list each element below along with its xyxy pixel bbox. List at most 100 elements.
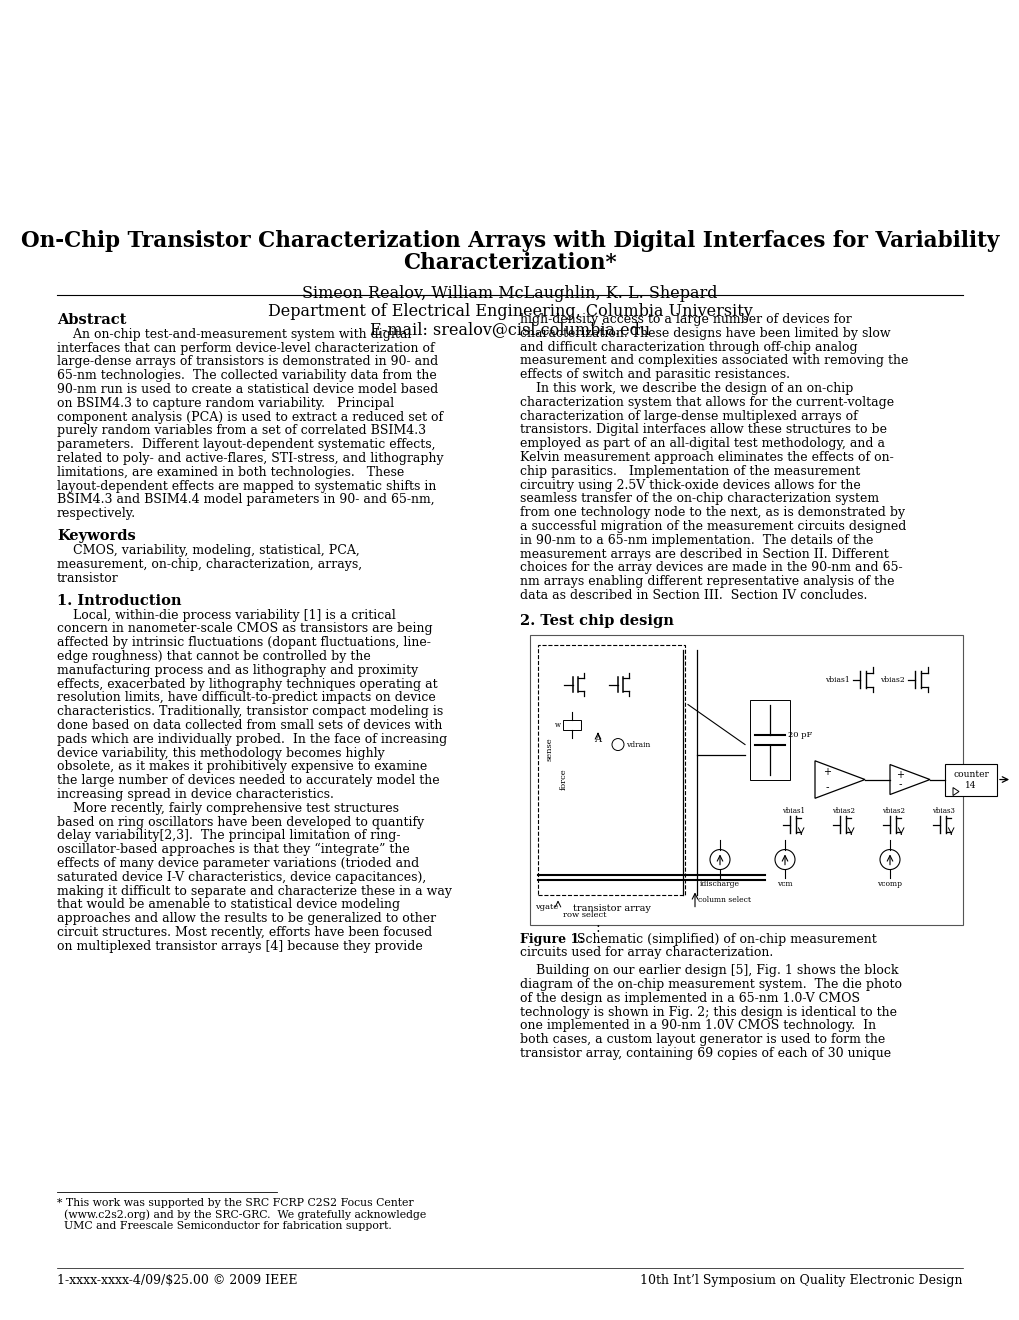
Text: interfaces that can perform device-level characterization of: interfaces that can perform device-level… [57, 342, 434, 355]
Text: concern in nanometer-scale CMOS as transistors are being: concern in nanometer-scale CMOS as trans… [57, 622, 432, 635]
Text: nm arrays enabling different representative analysis of the: nm arrays enabling different representat… [520, 576, 894, 589]
Text: Abstract: Abstract [57, 313, 126, 327]
Text: layout-dependent effects are mapped to systematic shifts in: layout-dependent effects are mapped to s… [57, 479, 436, 492]
Text: transistor array, containing 69 copies of each of 30 unique: transistor array, containing 69 copies o… [520, 1047, 891, 1060]
Text: +: + [895, 770, 903, 780]
Text: vdrain: vdrain [626, 741, 650, 748]
Text: technology is shown in Fig. 2; this design is identical to the: technology is shown in Fig. 2; this desi… [520, 1006, 896, 1019]
Text: effects of many device parameter variations (trioded and: effects of many device parameter variati… [57, 857, 419, 870]
Text: measurement and complexities associated with removing the: measurement and complexities associated … [520, 354, 908, 367]
Bar [749, 700, 790, 780]
Text: measurement arrays are described in Section II. Different: measurement arrays are described in Sect… [520, 548, 888, 561]
Text: both cases, a custom layout generator is used to form the: both cases, a custom layout generator is… [520, 1034, 884, 1047]
Text: circuits used for array characterization.: circuits used for array characterization… [520, 946, 772, 960]
Text: row select: row select [562, 911, 606, 919]
Text: the large number of devices needed to accurately model the: the large number of devices needed to ac… [57, 774, 439, 787]
Text: circuitry using 2.5V thick-oxide devices allows for the: circuitry using 2.5V thick-oxide devices… [520, 479, 860, 491]
Text: Kelvin measurement approach eliminates the effects of on-: Kelvin measurement approach eliminates t… [520, 451, 893, 465]
Text: and difficult characterization through off-chip analog: and difficult characterization through o… [520, 341, 857, 354]
Text: vbias1: vbias1 [781, 807, 804, 814]
Text: vcm: vcm [776, 879, 792, 887]
Text: purely random variables from a set of correlated BSIM4.3: purely random variables from a set of co… [57, 425, 426, 437]
Text: Figure 1:: Figure 1: [520, 932, 583, 945]
Text: from one technology node to the next, as is demonstrated by: from one technology node to the next, as… [520, 506, 904, 519]
Text: Keywords: Keywords [57, 529, 136, 544]
Text: choices for the array devices are made in the 90-nm and 65-: choices for the array devices are made i… [520, 561, 902, 574]
Text: 65-nm technologies.  The collected variability data from the: 65-nm technologies. The collected variab… [57, 370, 436, 383]
Text: saturated device I-V characteristics, device capacitances),: saturated device I-V characteristics, de… [57, 871, 426, 884]
Text: large-dense arrays of transistors is demonstrated in 90- and: large-dense arrays of transistors is dem… [57, 355, 438, 368]
Text: measurement, on-chip, characterization, arrays,: measurement, on-chip, characterization, … [57, 558, 362, 570]
Text: * This work was supported by the SRC FCRP C2S2 Focus Center: * This work was supported by the SRC FCR… [57, 1199, 414, 1208]
Text: vbias2: vbias2 [880, 807, 904, 814]
Text: UMC and Freescale Semiconductor for fabrication support.: UMC and Freescale Semiconductor for fabr… [57, 1221, 391, 1232]
Bar [530, 635, 962, 924]
Text: high-density access to a large number of devices for: high-density access to a large number of… [520, 313, 851, 326]
Text: Schematic (simplified) of on-chip measurement: Schematic (simplified) of on-chip measur… [573, 932, 876, 945]
Text: Characterization*: Characterization* [403, 252, 616, 275]
Text: affected by intrinsic fluctuations (dopant fluctuations, line-: affected by intrinsic fluctuations (dopa… [57, 636, 430, 649]
Text: force: force [559, 768, 568, 791]
Text: vbias3: vbias3 [930, 807, 954, 814]
Text: done based on data collected from small sets of devices with: done based on data collected from small … [57, 719, 442, 733]
Text: An on-chip test-and-measurement system with digital: An on-chip test-and-measurement system w… [57, 327, 411, 341]
Text: On-Chip Transistor Characterization Arrays with Digital Interfaces for Variabili: On-Chip Transistor Characterization Arra… [20, 230, 999, 252]
Text: effects of switch and parasitic resistances.: effects of switch and parasitic resistan… [520, 368, 790, 381]
Text: limitations, are examined in both technologies.   These: limitations, are examined in both techno… [57, 466, 404, 479]
Text: in 90-nm to a 65-nm implementation.  The details of the: in 90-nm to a 65-nm implementation. The … [520, 533, 872, 546]
Text: column select: column select [697, 895, 750, 903]
Text: obsolete, as it makes it prohibitively expensive to examine: obsolete, as it makes it prohibitively e… [57, 760, 427, 774]
Text: Department of Electrical Engineering, Columbia University: Department of Electrical Engineering, Co… [267, 304, 752, 319]
Text: vbias2: vbias2 [830, 807, 854, 814]
Text: vbias1: vbias1 [824, 676, 849, 684]
Text: 90-nm run is used to create a statistical device model based: 90-nm run is used to create a statistica… [57, 383, 438, 396]
Text: CMOS, variability, modeling, statistical, PCA,: CMOS, variability, modeling, statistical… [57, 544, 360, 557]
Text: related to poly- and active-flares, STI-stress, and lithography: related to poly- and active-flares, STI-… [57, 451, 443, 465]
Text: (www.c2s2.org) and by the SRC-GRC.  We gratefully acknowledge: (www.c2s2.org) and by the SRC-GRC. We gr… [57, 1209, 426, 1220]
Text: w: w [554, 721, 560, 729]
Text: A: A [594, 735, 601, 744]
Text: based on ring oscillators have been developed to quantify: based on ring oscillators have been deve… [57, 816, 424, 829]
Text: on BSIM4.3 to capture random variability.   Principal: on BSIM4.3 to capture random variability… [57, 397, 393, 409]
Text: component analysis (PCA) is used to extract a reduced set of: component analysis (PCA) is used to extr… [57, 411, 442, 424]
Text: of the design as implemented in a 65-nm 1.0-V CMOS: of the design as implemented in a 65-nm … [520, 991, 859, 1005]
Text: seamless transfer of the on-chip characterization system: seamless transfer of the on-chip charact… [520, 492, 878, 506]
Text: characterization. These designs have been limited by slow: characterization. These designs have bee… [520, 327, 890, 339]
Text: edge roughness) that cannot be controlled by the: edge roughness) that cannot be controlle… [57, 649, 370, 663]
Text: -: - [898, 780, 901, 789]
Text: 1-xxxx-xxxx-4/09/$25.00 © 2009 IEEE: 1-xxxx-xxxx-4/09/$25.00 © 2009 IEEE [57, 1274, 298, 1287]
Text: 20 pF: 20 pF [788, 730, 811, 738]
Text: vbias2: vbias2 [879, 676, 904, 684]
Text: a successful migration of the measurement circuits designed: a successful migration of the measuremen… [520, 520, 906, 533]
Text: vcomp: vcomp [876, 879, 902, 887]
Text: diagram of the on-chip measurement system.  The die photo: diagram of the on-chip measurement syste… [520, 978, 901, 991]
Text: characteristics. Traditionally, transistor compact modeling is: characteristics. Traditionally, transist… [57, 705, 443, 718]
Text: 10th Int’l Symposium on Quality Electronic Design: 10th Int’l Symposium on Quality Electron… [640, 1274, 962, 1287]
Text: +: + [822, 767, 830, 777]
Text: Building on our earlier design [5], Fig. 1 shows the block: Building on our earlier design [5], Fig.… [520, 964, 898, 977]
Text: employed as part of an all-digital test methodology, and a: employed as part of an all-digital test … [520, 437, 884, 450]
Text: approaches and allow the results to be generalized to other: approaches and allow the results to be g… [57, 912, 436, 925]
Text: circuit structures. Most recently, efforts have been focused: circuit structures. Most recently, effor… [57, 925, 432, 939]
Text: 14: 14 [964, 781, 976, 791]
Text: characterization of large-dense multiplexed arrays of: characterization of large-dense multiple… [520, 409, 857, 422]
Text: manufacturing process and as lithography and proximity: manufacturing process and as lithography… [57, 664, 418, 677]
Text: idischarge: idischarge [699, 879, 739, 887]
Text: effects, exacerbated by lithography techniques operating at: effects, exacerbated by lithography tech… [57, 677, 437, 690]
Text: sense: sense [545, 738, 553, 762]
Text: Local, within-die process variability [1] is a critical: Local, within-die process variability [1… [57, 609, 395, 622]
Text: increasing spread in device characteristics.: increasing spread in device characterist… [57, 788, 333, 801]
Text: making it difficult to separate and characterize these in a way: making it difficult to separate and char… [57, 884, 451, 898]
Text: :: : [595, 920, 600, 935]
Text: that would be amenable to statistical device modeling: that would be amenable to statistical de… [57, 899, 399, 911]
Text: on multiplexed transistor arrays [4] because they provide: on multiplexed transistor arrays [4] bec… [57, 940, 422, 953]
Text: transistor: transistor [57, 572, 118, 585]
Text: pads which are individually probed.  In the face of increasing: pads which are individually probed. In t… [57, 733, 446, 746]
Text: More recently, fairly comprehensive test structures: More recently, fairly comprehensive test… [57, 801, 398, 814]
Text: 2. Test chip design: 2. Test chip design [520, 614, 674, 628]
Text: 1. Introduction: 1. Introduction [57, 594, 181, 607]
Text: vgate: vgate [535, 903, 557, 911]
Text: -: - [825, 781, 828, 792]
Text: E-mail: srealov@cisl.columbia.edu: E-mail: srealov@cisl.columbia.edu [370, 321, 649, 338]
Text: data as described in Section III.  Section IV concludes.: data as described in Section III. Sectio… [520, 589, 866, 602]
